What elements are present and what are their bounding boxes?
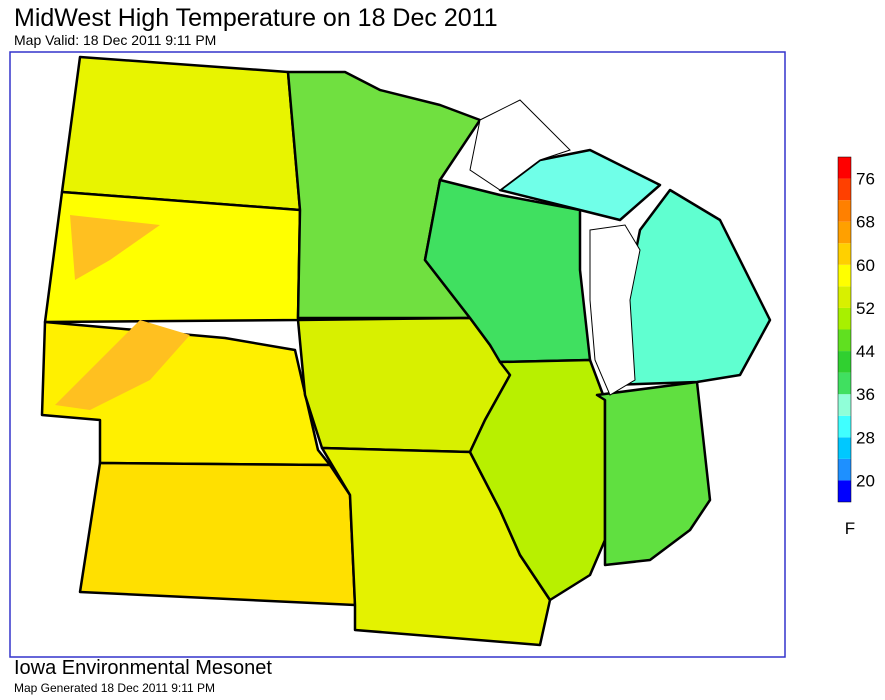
footer-source: Iowa Environmental Mesonet — [14, 657, 272, 679]
title: MidWest High Temperature on 18 Dec 2011 — [14, 4, 498, 32]
legend-tick-label: 52 — [856, 299, 875, 318]
legend-swatch — [838, 243, 851, 265]
states — [40, 55, 772, 647]
legend-tick-label: 28 — [856, 428, 875, 447]
legend-tick-label: 36 — [856, 385, 875, 404]
legend-border — [837, 156, 852, 503]
legend-tick-label: 76 — [856, 170, 875, 189]
legend-swatch — [838, 286, 851, 308]
lake-michigan — [589, 224, 641, 396]
legend-tick-label: 60 — [856, 256, 875, 275]
legend-swatch — [838, 415, 851, 438]
warm-patch — [55, 320, 190, 410]
legend-swatch — [838, 437, 851, 459]
legend-tick-label: 20 — [856, 471, 875, 490]
subtitle: Map Valid: 18 Dec 2011 9:11 PM — [14, 32, 216, 48]
legend: 20 28 36 44 52 60 68 76 — [837, 156, 875, 503]
legend-swatch — [838, 372, 851, 395]
legend-swatch — [838, 178, 851, 201]
legend-swatch — [838, 200, 851, 222]
legend-unit: F — [845, 519, 855, 538]
legend-swatch — [838, 157, 851, 179]
legend-tick-label: 44 — [856, 342, 875, 361]
warm-patch — [70, 215, 160, 280]
legend-swatch — [838, 351, 851, 373]
legend-swatch — [838, 480, 851, 502]
lake-superior — [469, 99, 571, 191]
kansas — [78, 461, 357, 607]
legend-swatch — [838, 458, 851, 481]
north-dakota — [60, 55, 302, 212]
indiana — [595, 380, 712, 567]
legend-tick-label: 68 — [856, 213, 875, 232]
legend-swatch — [838, 329, 851, 352]
legend-swatch — [838, 221, 851, 244]
legend-swatch — [838, 394, 851, 416]
footer-generated: Map Generated 18 Dec 2011 9:11 PM — [14, 681, 215, 695]
legend-swatch — [838, 307, 851, 330]
legend-swatch — [838, 264, 851, 287]
